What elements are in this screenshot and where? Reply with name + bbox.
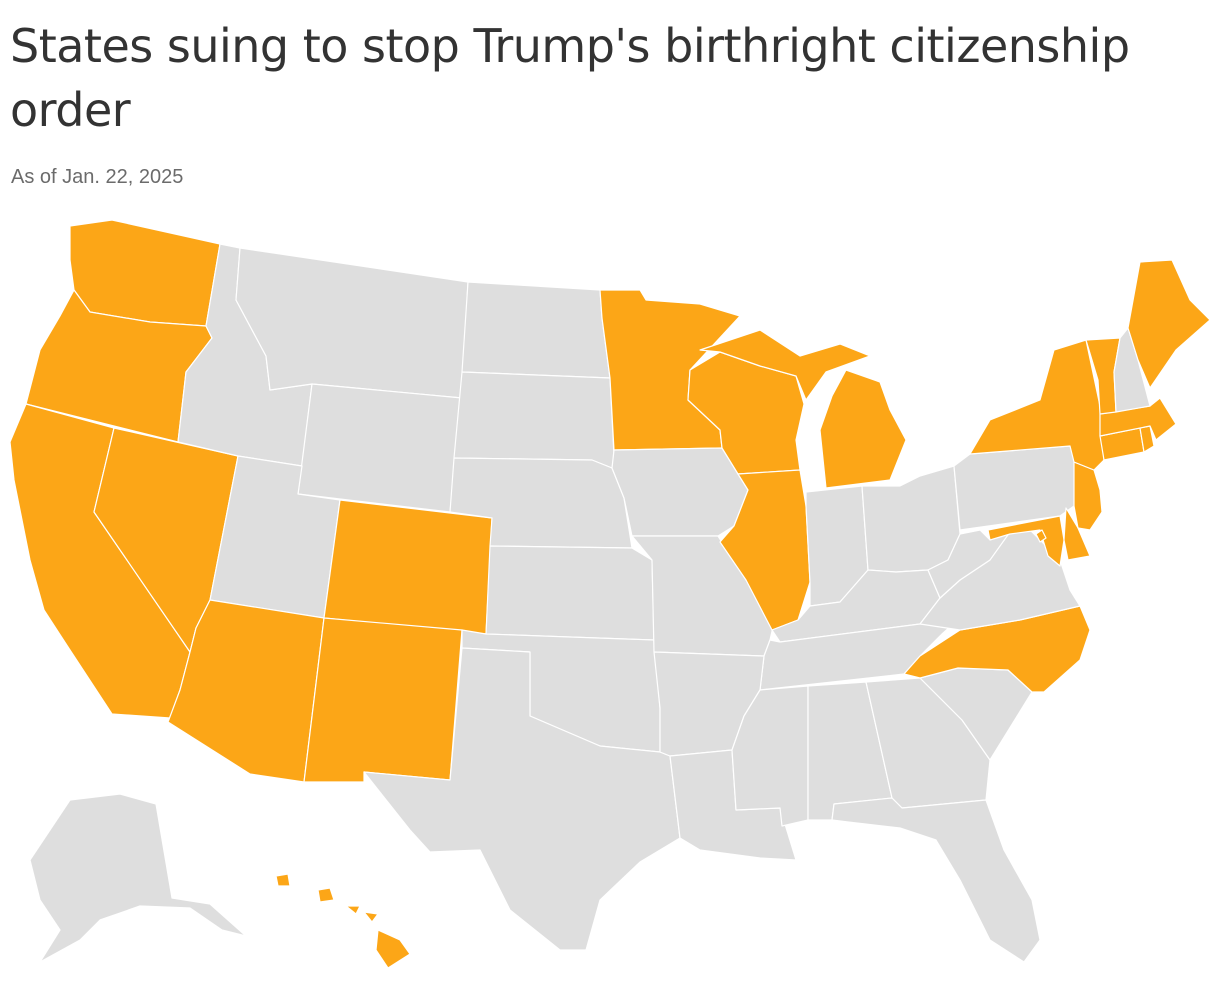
state-wyoming[interactable] <box>297 383 463 513</box>
state-delaware[interactable] <box>1063 507 1091 561</box>
state-new-jersey[interactable] <box>1073 461 1103 531</box>
state-washington[interactable] <box>69 219 221 327</box>
us-states-map <box>9 219 1211 969</box>
map-subtitle: As of Jan. 22, 2025 <box>11 166 184 188</box>
state-iowa[interactable] <box>611 447 749 537</box>
state-pennsylvania[interactable] <box>953 445 1081 531</box>
state-south-dakota[interactable] <box>453 371 615 469</box>
state-michigan-lower[interactable] <box>819 369 907 489</box>
state-michigan[interactable] <box>699 329 871 401</box>
state-hawaii[interactable] <box>275 873 411 969</box>
state-maine[interactable] <box>1127 259 1211 389</box>
state-new-mexico[interactable] <box>303 617 463 783</box>
state-alaska[interactable] <box>29 793 247 963</box>
state-north-dakota[interactable] <box>461 281 611 379</box>
state-montana[interactable] <box>235 247 469 399</box>
state-kansas[interactable] <box>485 545 655 641</box>
state-florida[interactable] <box>831 797 1041 963</box>
state-colorado[interactable] <box>323 499 493 635</box>
state-massachusetts[interactable] <box>1099 397 1177 441</box>
state-texas[interactable] <box>363 647 681 951</box>
state-maryland[interactable] <box>987 515 1065 567</box>
map-title: States suing to stop Trump's birthright … <box>10 19 1130 137</box>
state-district-of-columbia[interactable] <box>1035 529 1047 543</box>
